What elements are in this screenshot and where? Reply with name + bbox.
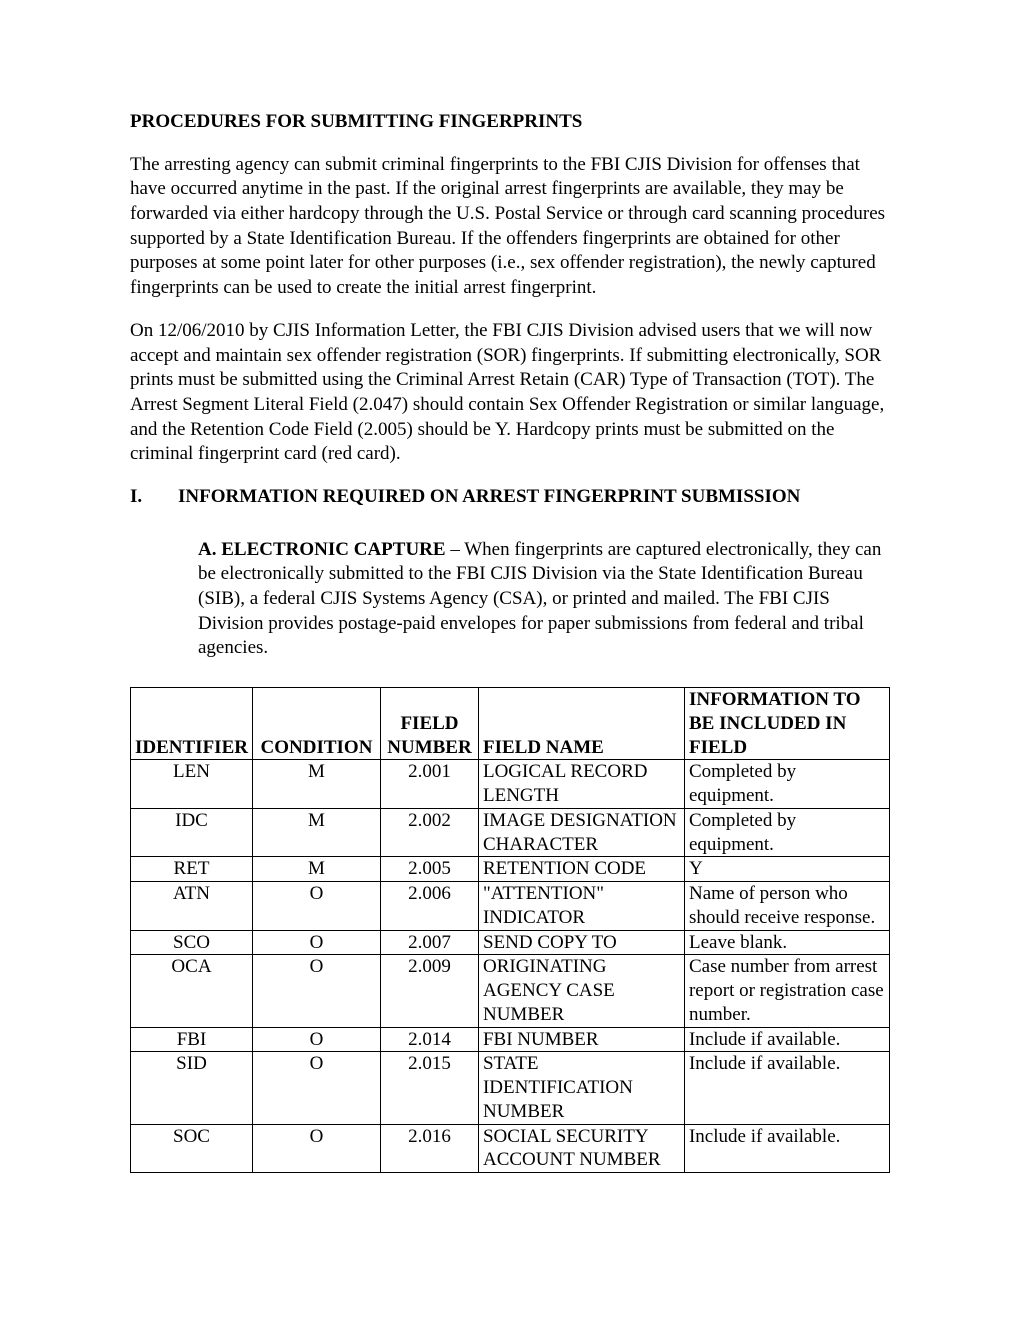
fields-table: IDENTIFIER CONDITION FIELD NUMBER FIELD … [130, 687, 890, 1173]
cell-fieldname: SEND COPY TO [478, 930, 684, 955]
cell-fieldname: SOCIAL SECURITY ACCOUNT NUMBER [478, 1124, 684, 1173]
cell-fieldnum: 2.014 [380, 1027, 478, 1052]
cell-info: Completed by equipment. [684, 808, 889, 857]
th-fieldnum: FIELD NUMBER [380, 688, 478, 760]
table-row: SIDO2.015STATE IDENTIFICATION NUMBERIncl… [131, 1052, 890, 1124]
table-row: SCOO2.007SEND COPY TOLeave blank. [131, 930, 890, 955]
section-title: INFORMATION REQUIRED ON ARREST FINGERPRI… [178, 485, 800, 510]
cell-info: Name of person who should receive respon… [684, 882, 889, 931]
cell-condition: M [252, 760, 380, 809]
cell-fieldnum: 2.002 [380, 808, 478, 857]
table-row: RETM2.005RETENTION CODEY [131, 857, 890, 882]
cell-identifier: RET [131, 857, 253, 882]
cell-fieldnum: 2.015 [380, 1052, 478, 1124]
cell-fieldname: STATE IDENTIFICATION NUMBER [478, 1052, 684, 1124]
cell-fieldnum: 2.007 [380, 930, 478, 955]
cell-fieldname: RETENTION CODE [478, 857, 684, 882]
cell-info: Include if available. [684, 1124, 889, 1173]
th-condition: CONDITION [252, 688, 380, 760]
cell-info: Leave blank. [684, 930, 889, 955]
cell-fieldname: FBI NUMBER [478, 1027, 684, 1052]
th-fieldname: FIELD NAME [478, 688, 684, 760]
table-row: SOCO2.016SOCIAL SECURITY ACCOUNT NUMBERI… [131, 1124, 890, 1173]
cell-info: Include if available. [684, 1027, 889, 1052]
th-identifier: IDENTIFIER [131, 688, 253, 760]
cell-info: Y [684, 857, 889, 882]
section-number: I. [130, 485, 178, 510]
cell-fieldnum: 2.009 [380, 955, 478, 1027]
th-info: INFORMATION TO BE INCLUDED IN FIELD [684, 688, 889, 760]
cell-identifier: OCA [131, 955, 253, 1027]
cell-fieldnum: 2.016 [380, 1124, 478, 1173]
cell-condition: O [252, 930, 380, 955]
table-row: OCAO2.009ORIGINATING AGENCY CASE NUMBERC… [131, 955, 890, 1027]
subsection-a: A. ELECTRONIC CAPTURE – When fingerprint… [130, 538, 890, 661]
cell-condition: O [252, 1124, 380, 1173]
cell-identifier: SID [131, 1052, 253, 1124]
cell-identifier: IDC [131, 808, 253, 857]
cell-condition: O [252, 882, 380, 931]
table-header-row: IDENTIFIER CONDITION FIELD NUMBER FIELD … [131, 688, 890, 760]
cell-fieldname: ORIGINATING AGENCY CASE NUMBER [478, 955, 684, 1027]
subsection-letter: A. [198, 539, 216, 560]
paragraph-2: On 12/06/2010 by CJIS Information Letter… [130, 319, 890, 467]
cell-info: Completed by equipment. [684, 760, 889, 809]
cell-identifier: SOC [131, 1124, 253, 1173]
cell-fieldname: IMAGE DESIGNATION CHARACTER [478, 808, 684, 857]
cell-fieldnum: 2.006 [380, 882, 478, 931]
page-title: PROCEDURES FOR SUBMITTING FINGERPRINTS [130, 110, 890, 135]
cell-identifier: LEN [131, 760, 253, 809]
cell-condition: O [252, 1052, 380, 1124]
table-row: LENM2.001LOGICAL RECORD LENGTHCompleted … [131, 760, 890, 809]
cell-fieldname: "ATTENTION" INDICATOR [478, 882, 684, 931]
cell-identifier: ATN [131, 882, 253, 931]
cell-condition: O [252, 1027, 380, 1052]
table-row: IDCM2.002IMAGE DESIGNATION CHARACTERComp… [131, 808, 890, 857]
cell-identifier: SCO [131, 930, 253, 955]
paragraph-1: The arresting agency can submit criminal… [130, 153, 890, 301]
cell-condition: M [252, 857, 380, 882]
cell-info: Include if available. [684, 1052, 889, 1124]
cell-condition: M [252, 808, 380, 857]
cell-info: Case number from arrest report or regist… [684, 955, 889, 1027]
cell-identifier: FBI [131, 1027, 253, 1052]
section-heading: I. INFORMATION REQUIRED ON ARREST FINGER… [130, 485, 890, 510]
cell-fieldname: LOGICAL RECORD LENGTH [478, 760, 684, 809]
cell-fieldnum: 2.005 [380, 857, 478, 882]
table-row: ATNO2.006"ATTENTION" INDICATORName of pe… [131, 882, 890, 931]
cell-condition: O [252, 955, 380, 1027]
table-row: FBIO2.014FBI NUMBERInclude if available. [131, 1027, 890, 1052]
cell-fieldnum: 2.001 [380, 760, 478, 809]
subsection-title: ELECTRONIC CAPTURE [221, 539, 445, 560]
